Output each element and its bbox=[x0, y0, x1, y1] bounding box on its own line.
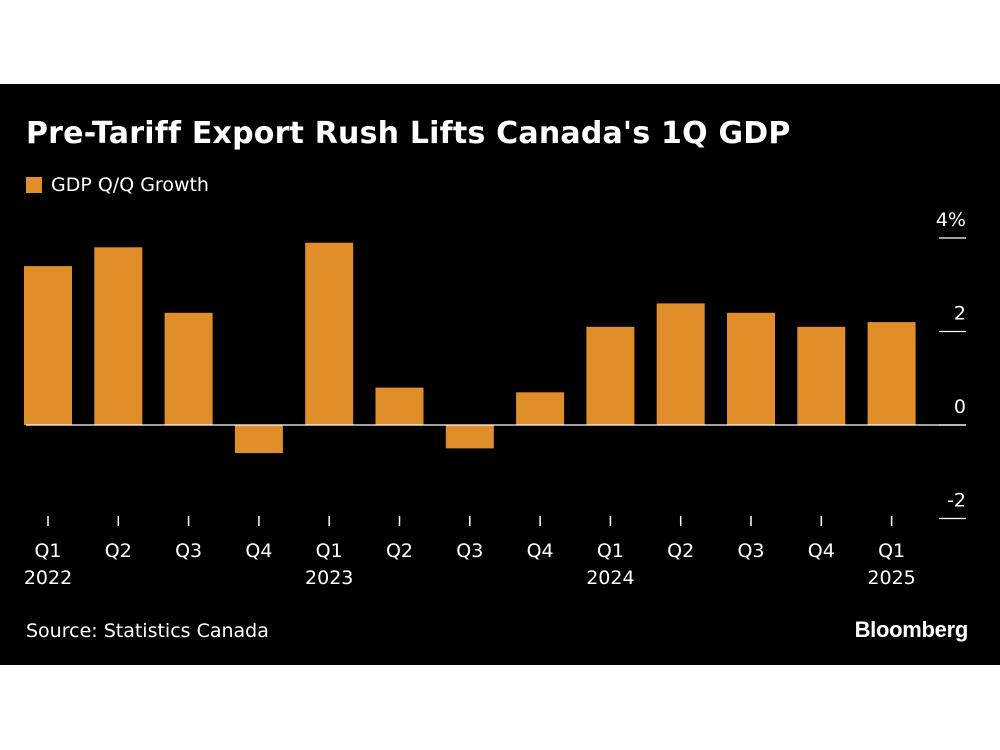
y-axis: 4% 2 0 -2 bbox=[936, 209, 966, 520]
bloomberg-logo: Bloomberg bbox=[854, 617, 969, 642]
chart-title: Pre-Tariff Export Rush Lifts Canada's 1Q… bbox=[26, 116, 791, 151]
y-tick-label-0: 4% bbox=[936, 209, 966, 231]
x-axis: Q1 Q2 Q3 Q4 Q1 Q2 Q3 Q4 Q1 Q2 Q3 Q4 Q1 2022 2023 2024 20… bbox=[24, 516, 916, 589]
bar-2 bbox=[164, 312, 213, 425]
x-tick-label-8: Q1 bbox=[597, 540, 624, 562]
bar-5 bbox=[375, 387, 424, 425]
bar-10 bbox=[727, 312, 775, 425]
x-tick-label-11: Q4 bbox=[808, 540, 835, 562]
bar-11 bbox=[797, 326, 846, 425]
y-tick-label-3: -2 bbox=[947, 490, 966, 512]
chart-panel: Pre-Tariff Export Rush Lifts Canada's 1Q… bbox=[0, 84, 1000, 665]
y-tick-label-1: 2 bbox=[954, 303, 966, 325]
bar-chart: 4% 2 0 -2 Q1 Q2 Q3 Q4 Q1 Q2 Q3 Q4 Q1 Q2 Q3 Q4 Q1 2022 202… bbox=[24, 209, 966, 589]
bar-4 bbox=[305, 242, 354, 425]
x-year-label-3: 2025 bbox=[867, 567, 915, 589]
x-tick-label-10: Q3 bbox=[737, 540, 764, 562]
x-tick-label-2: Q3 bbox=[175, 540, 202, 562]
x-year-label-1: 2023 bbox=[305, 567, 353, 589]
bar-3 bbox=[234, 425, 283, 454]
bar-0 bbox=[24, 266, 72, 425]
x-tick-label-7: Q4 bbox=[527, 540, 554, 562]
legend: GDP Q/Q Growth bbox=[26, 174, 209, 196]
x-tick-label-0: Q1 bbox=[34, 540, 61, 562]
x-year-label-0: 2022 bbox=[24, 567, 72, 589]
y-tick-label-2: 0 bbox=[954, 396, 966, 418]
x-tick-label-12: Q1 bbox=[878, 540, 905, 562]
bar-8 bbox=[586, 326, 635, 425]
legend-swatch bbox=[26, 177, 42, 193]
bars-group bbox=[24, 242, 966, 454]
x-tick-label-9: Q2 bbox=[667, 540, 694, 562]
x-tick-label-3: Q4 bbox=[245, 540, 272, 562]
legend-label: GDP Q/Q Growth bbox=[51, 174, 209, 196]
x-tick-label-4: Q1 bbox=[316, 540, 343, 562]
x-year-label-2: 2024 bbox=[586, 567, 634, 589]
bar-1 bbox=[94, 247, 143, 425]
bar-9 bbox=[656, 303, 705, 425]
bar-12 bbox=[867, 322, 916, 425]
x-tick-label-6: Q3 bbox=[456, 540, 483, 562]
source-note: Source: Statistics Canada bbox=[26, 620, 269, 642]
x-tick-label-1: Q2 bbox=[105, 540, 132, 562]
bar-7 bbox=[516, 392, 565, 425]
x-tick-label-5: Q2 bbox=[386, 540, 413, 562]
bar-6 bbox=[445, 425, 494, 449]
